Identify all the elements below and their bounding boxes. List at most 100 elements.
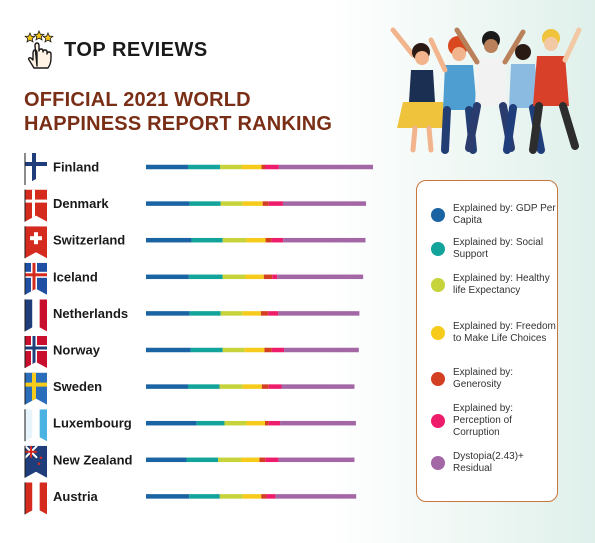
bar-segment — [268, 384, 282, 389]
bar-segment — [220, 311, 243, 316]
bar-segment — [240, 457, 260, 463]
bar-segment — [146, 347, 191, 353]
country-label: Netherlands — [53, 306, 128, 321]
bar-segment — [278, 457, 355, 463]
new-zealand-flag — [24, 445, 47, 478]
bar-segment — [259, 457, 266, 463]
bar-segment — [268, 311, 279, 316]
bar-segment — [268, 201, 283, 206]
hand-pointer-stars-icon — [24, 30, 54, 69]
page-title: OFFICIAL 2021 WORLD HAPPINESS REPORT RAN… — [24, 88, 332, 136]
bar-segment — [146, 311, 190, 316]
austria-flag — [24, 482, 47, 515]
bar-segment — [260, 311, 269, 316]
bar-segment — [146, 237, 192, 243]
bar-segment — [241, 164, 262, 170]
norway-flag — [24, 336, 47, 368]
legend-item-gdp: Explained by: GDP Per Capita — [431, 203, 557, 227]
switzerland-flag — [24, 226, 47, 259]
country-label: Norway — [53, 343, 101, 358]
celebrating-friends-illustration — [390, 27, 582, 154]
bar-segment — [146, 164, 188, 170]
bar-segment — [265, 237, 272, 243]
bar-segment — [146, 384, 188, 389]
bar-segment — [271, 237, 284, 243]
bar-segment — [188, 274, 223, 280]
bar-segment — [146, 420, 197, 426]
legend-item-freedom: Explained by: Freedom to Make Life Choic… — [431, 321, 557, 345]
bar-segment — [242, 494, 262, 499]
legend-item-life-expectancy: Explained by: Healthy life Expectancy — [431, 273, 557, 297]
bar-segment — [242, 201, 263, 206]
legend-swatch-life-expectancy — [431, 278, 445, 292]
bar-segment — [242, 311, 261, 316]
bar-segment — [220, 164, 242, 170]
bar-segment — [280, 420, 356, 426]
bar-segment — [218, 457, 241, 463]
bar-segment — [146, 201, 190, 206]
bar-segment — [242, 384, 262, 389]
legend-swatch-dystopia — [431, 456, 445, 470]
bar-segment — [146, 274, 189, 280]
bar-segment — [278, 164, 373, 170]
bar-segment — [245, 274, 264, 280]
bar-segment — [283, 237, 366, 243]
bar-segment — [263, 274, 273, 280]
bar-segment — [271, 347, 285, 353]
brand-name: TOP REVIEWS — [64, 39, 208, 61]
bar-segment — [265, 164, 279, 170]
bar-segment — [196, 420, 225, 426]
bar-segment — [146, 457, 187, 463]
bar-segment — [265, 420, 269, 426]
legend-label-gdp: Explained by: GDP Per Capita — [453, 203, 556, 226]
bar-segment — [189, 201, 221, 206]
bar-segment — [189, 311, 221, 316]
luxembourg-flag — [24, 409, 47, 442]
bar-segment — [222, 274, 246, 280]
country-label: Iceland — [53, 269, 98, 284]
bar-segment — [224, 420, 247, 426]
person-2 — [428, 36, 477, 154]
country-label: Sweden — [53, 379, 102, 394]
legend-label-freedom: Explained by: Freedom to Make Life Choic… — [453, 321, 556, 344]
bar-segment — [277, 274, 364, 280]
netherlands-flag — [24, 299, 47, 332]
bar-segment — [284, 347, 359, 353]
bar-segment — [268, 420, 281, 426]
bar-segment — [222, 347, 245, 353]
legend-swatch-gdp — [431, 208, 445, 222]
legend-swatch-social-support — [431, 242, 445, 256]
iceland-flag — [24, 262, 47, 295]
flags-layer — [24, 153, 47, 515]
bar-segment — [275, 494, 357, 499]
country-label: Denmark — [53, 196, 109, 211]
title-line-2: HAPPINESS REPORT RANKING — [24, 113, 333, 135]
bar-segment — [282, 201, 367, 206]
bar-segment — [278, 311, 360, 316]
bar-segment — [244, 347, 265, 353]
legend-swatch-corruption — [431, 414, 445, 428]
legend-item-corruption: Explained by: Perception of Corruption — [431, 403, 557, 439]
bar-segment — [272, 274, 278, 280]
bar-segment — [246, 420, 266, 426]
bar-segment — [261, 494, 267, 499]
denmark-flag — [24, 189, 47, 222]
bars-layer — [146, 164, 373, 499]
title-line-1: OFFICIAL 2021 WORLD — [24, 89, 251, 111]
bar-segment — [219, 384, 243, 389]
country-label: New Zealand — [53, 452, 133, 467]
bar-segment — [264, 347, 272, 353]
person-1 — [390, 27, 449, 153]
country-label: Luxembourg — [53, 416, 132, 431]
bar-segment — [262, 201, 269, 206]
finland-flag — [24, 153, 47, 185]
country-label: Switzerland — [53, 233, 125, 248]
chart-legend: Explained by: GDP Per Capita Explained b… — [416, 180, 558, 502]
country-label: Finland — [53, 160, 99, 175]
bar-segment — [220, 201, 243, 206]
bar-segment — [261, 164, 266, 170]
bar-segment — [186, 457, 219, 463]
bar-segment — [222, 237, 247, 243]
legend-label-social-support: Explained by: Social Support — [453, 237, 544, 260]
